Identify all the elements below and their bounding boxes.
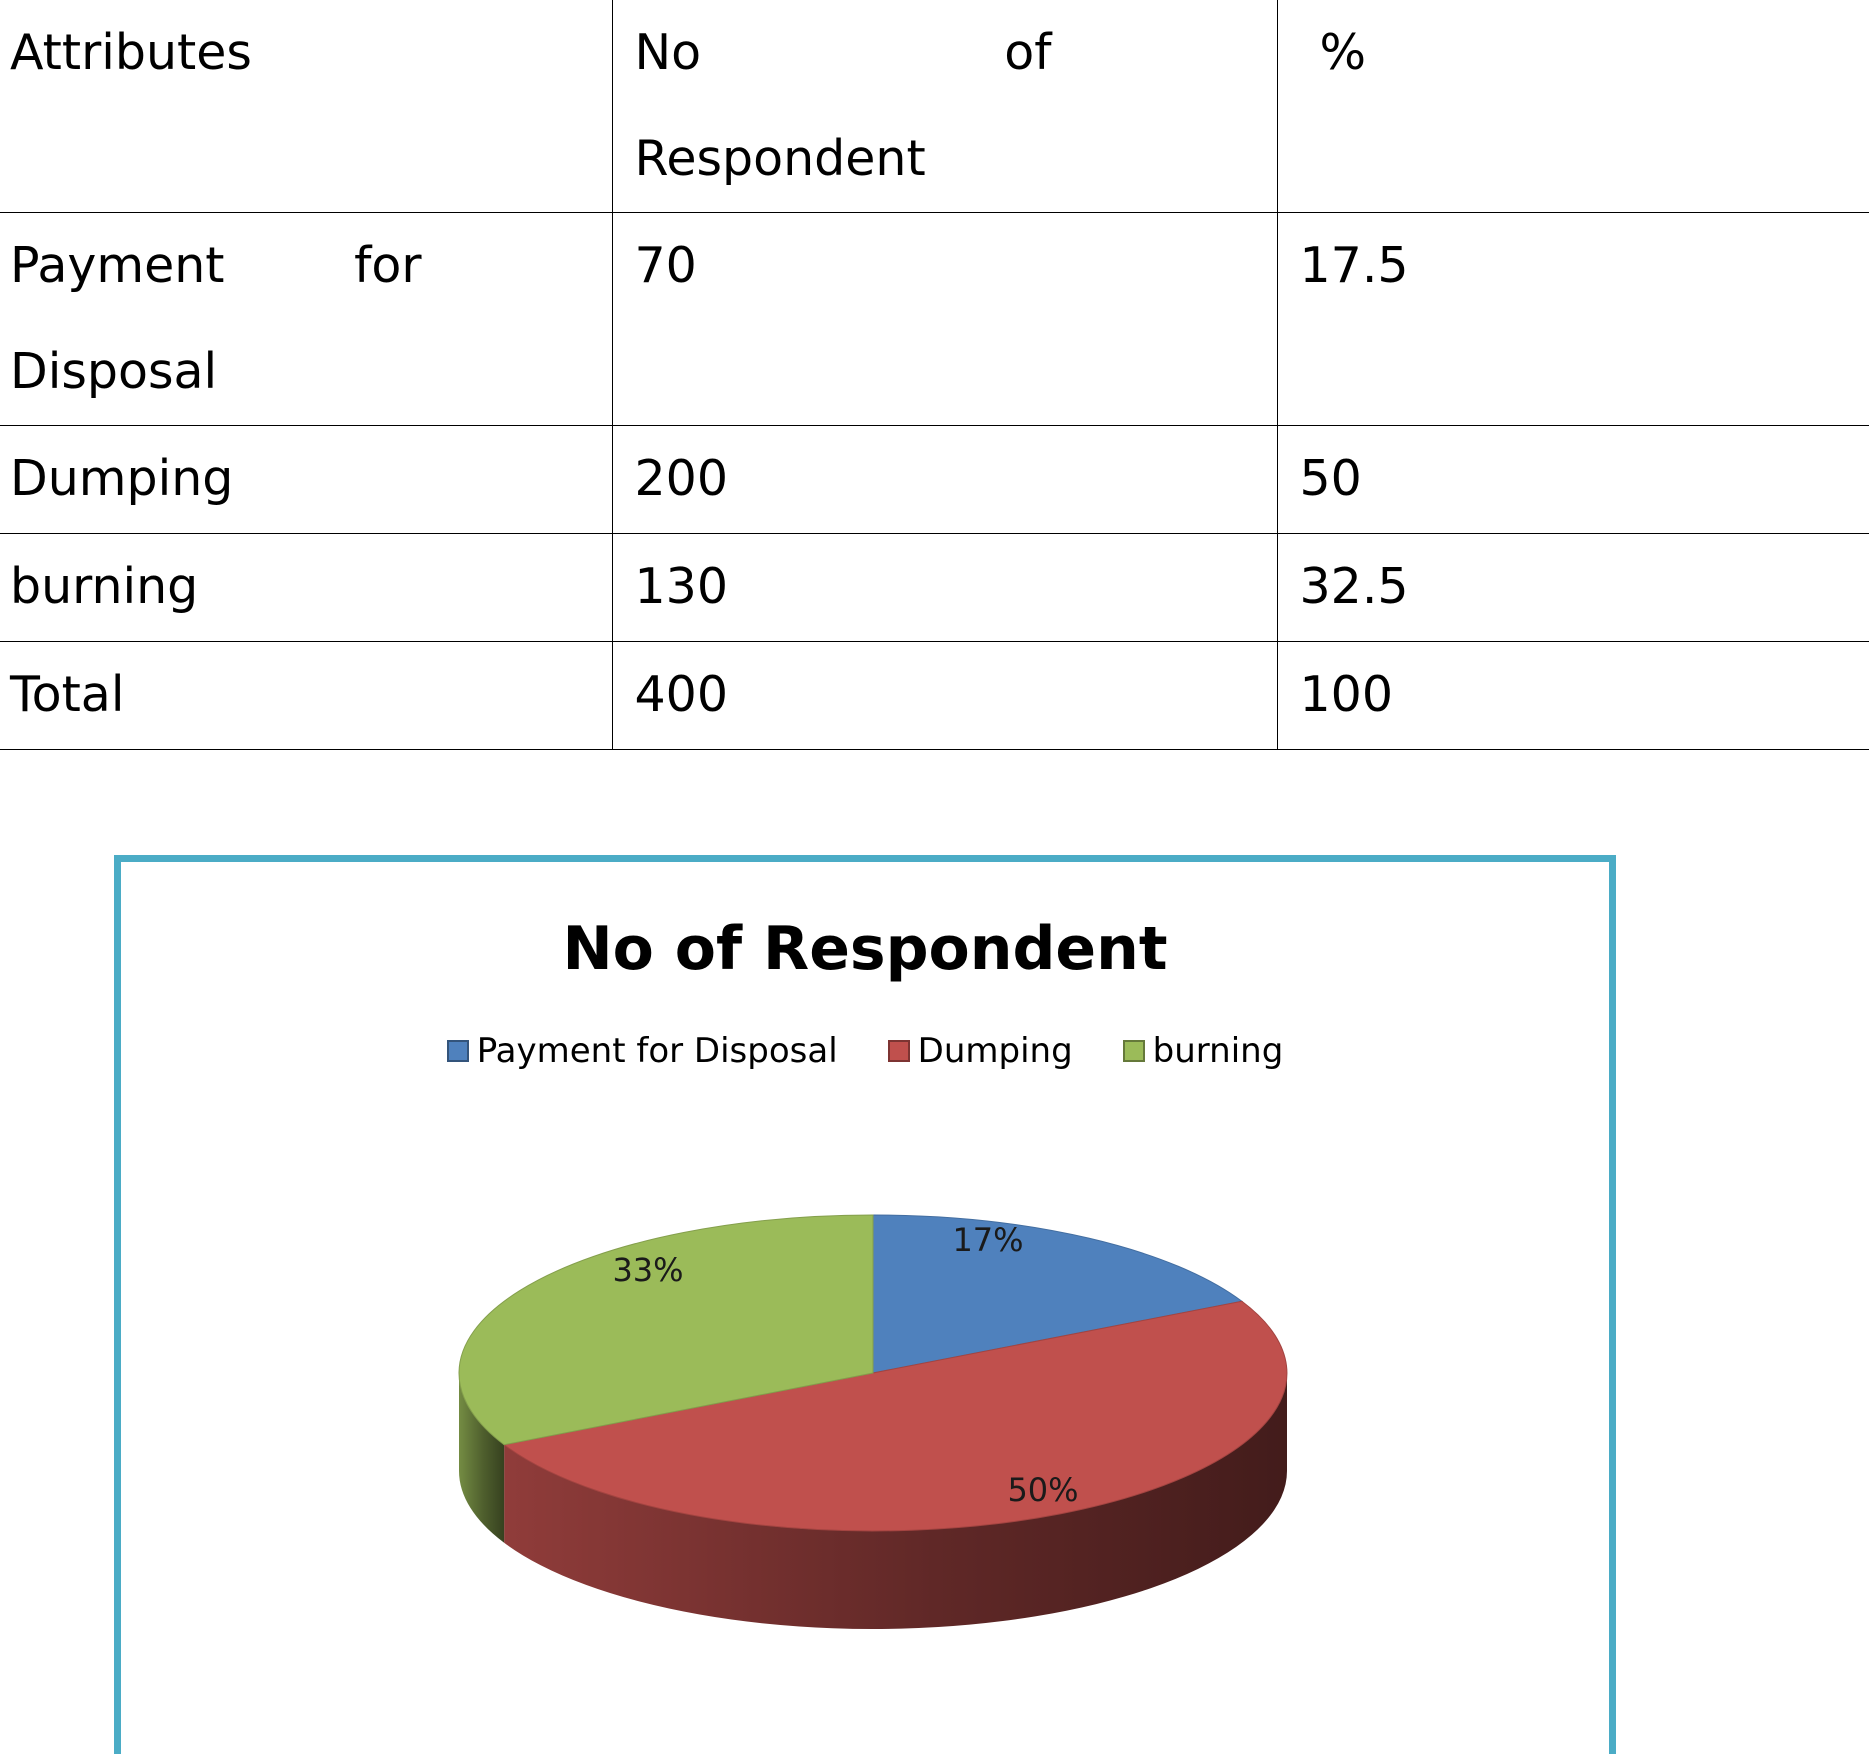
pie-data-label-2: 33% <box>612 1251 683 1289</box>
legend-item-dumping: Dumping <box>887 1027 1073 1075</box>
cell-count: 200 <box>611 425 1278 534</box>
respondent-table: Attributes No of Respondent % Payment fo… <box>0 0 1869 750</box>
legend-label-dumping: Dumping <box>917 1031 1073 1071</box>
count-value: 400 <box>634 666 729 723</box>
count-value: 200 <box>634 450 729 507</box>
cell-attribute: Dumping <box>0 425 613 534</box>
legend-item-burning: burning <box>1122 1027 1284 1075</box>
pie-data-label-1: 50% <box>1007 1471 1078 1509</box>
cell-attribute: Total <box>0 641 613 750</box>
attribute-word-payment: Payment <box>10 237 225 294</box>
header-percent: % <box>1276 0 1869 213</box>
cell-count: 70 <box>611 212 1278 426</box>
pie-slice-1 <box>502 1300 1288 1532</box>
attribute-value: burning <box>10 558 199 615</box>
cell-count: 130 <box>611 533 1278 642</box>
header-of-word: of <box>1004 24 1052 81</box>
cell-percent: 17.5 <box>1276 212 1869 426</box>
cell-count: 400 <box>611 641 1278 750</box>
header-percent-text: % <box>1319 24 1367 81</box>
cell-attribute: burning <box>0 533 613 642</box>
header-no-of-respondent: No of Respondent <box>611 0 1278 213</box>
table-row: Payment for Disposal 70 17.5 <box>0 212 1869 426</box>
count-value: 130 <box>634 558 729 615</box>
percent-value: 50 <box>1299 450 1362 507</box>
table-row-total: Total 400 100 <box>0 641 1869 750</box>
pie-data-label-0: 17% <box>952 1221 1023 1259</box>
legend-swatch-burning <box>1122 1040 1145 1062</box>
legend-swatch-dumping <box>887 1040 910 1062</box>
percent-value: 32.5 <box>1299 558 1409 615</box>
percent-value: 17.5 <box>1299 237 1409 294</box>
pie-side-2 <box>459 1373 505 1543</box>
legend-item-payment: Payment for Disposal <box>446 1027 838 1075</box>
table-row: Dumping 200 50 <box>0 425 1869 534</box>
attribute-word-disposal: Disposal <box>10 343 218 400</box>
attribute-word-for: for <box>354 237 422 294</box>
cell-percent: 50 <box>1276 425 1869 534</box>
pie-side-1 <box>504 1373 1287 1629</box>
table-header-row: Attributes No of Respondent % <box>0 0 1869 213</box>
pie-chart: 17% 50% 33% <box>458 1214 1288 1629</box>
chart-legend: Payment for Disposal Dumping burning <box>121 1027 1609 1075</box>
legend-label-burning: burning <box>1152 1031 1284 1071</box>
legend-swatch-payment <box>446 1040 469 1062</box>
header-respondent-word: Respondent <box>634 130 926 187</box>
table-row: burning 130 32.5 <box>0 533 1869 642</box>
chart-frame: No of Respondent Payment for Disposal Du… <box>114 855 1616 1754</box>
cell-percent: 100 <box>1276 641 1869 750</box>
header-attributes: Attributes <box>0 0 613 213</box>
header-no-word: No <box>634 24 702 81</box>
percent-value: 100 <box>1299 666 1394 723</box>
header-attributes-text: Attributes <box>10 24 252 81</box>
pie-slice-0 <box>872 1214 1244 1374</box>
cell-attribute: Payment for Disposal <box>0 212 613 426</box>
pie-slice-2 <box>458 1214 874 1446</box>
count-value: 70 <box>634 237 697 294</box>
legend-label-payment: Payment for Disposal <box>476 1031 838 1071</box>
attribute-line-1: Payment for <box>10 213 612 319</box>
attribute-value: Total <box>10 666 125 723</box>
attribute-value: Dumping <box>10 450 234 507</box>
chart-title: No of Respondent <box>562 914 1168 984</box>
header-no-of-line: No of <box>635 0 1277 106</box>
cell-percent: 32.5 <box>1276 533 1869 642</box>
